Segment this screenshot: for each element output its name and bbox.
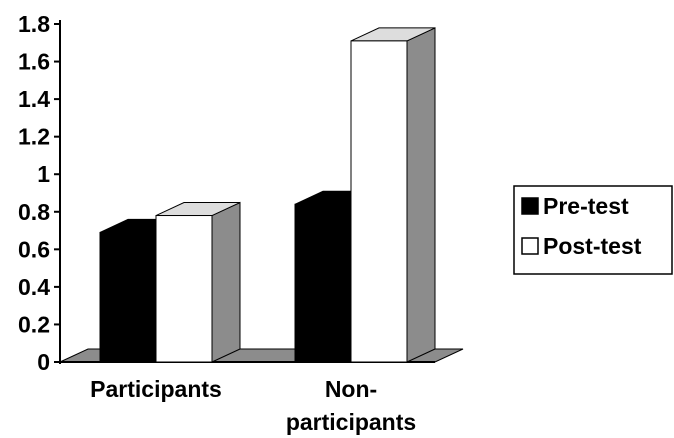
y-tick-label: 1.6 <box>18 49 50 75</box>
bar-front <box>350 40 408 363</box>
bars <box>99 27 436 363</box>
bar-front <box>294 203 352 363</box>
legend: Pre-test Post-test <box>513 185 673 275</box>
legend-swatch-post-test <box>521 237 539 255</box>
legend-swatch-pre-test <box>521 197 539 215</box>
bar-front <box>155 215 213 363</box>
y-tick-label: 0.2 <box>18 311 50 337</box>
y-tick-label: 1.2 <box>18 124 50 150</box>
bar-post-test-1 <box>350 27 436 363</box>
y-tick-label: 0 <box>37 349 50 375</box>
y-tick-label: 0.8 <box>18 199 50 225</box>
bar-post-test-0 <box>155 201 241 363</box>
x-axis-labels: Participants Non-participants <box>90 376 416 435</box>
y-tick-label: 0.6 <box>18 236 50 262</box>
bar-front <box>99 231 157 363</box>
legend-box <box>513 185 673 275</box>
y-tick-label: 1 <box>37 161 50 187</box>
y-tick-label: 1.4 <box>18 86 50 112</box>
category-label: Participants <box>90 376 222 402</box>
y-axis: 0 0.2 0.4 0.6 0.8 1 1.2 1.4 1.6 1.8 <box>18 11 435 375</box>
category-label: participants <box>286 409 416 435</box>
y-tick-label: 0.4 <box>18 274 50 300</box>
category-label: Non- <box>325 376 377 402</box>
y-tick-label: 1.8 <box>18 11 50 37</box>
bar-side <box>406 27 436 363</box>
legend-label: Pre-test <box>543 193 629 219</box>
bar-side <box>211 201 241 363</box>
legend-label: Post-test <box>543 233 642 259</box>
